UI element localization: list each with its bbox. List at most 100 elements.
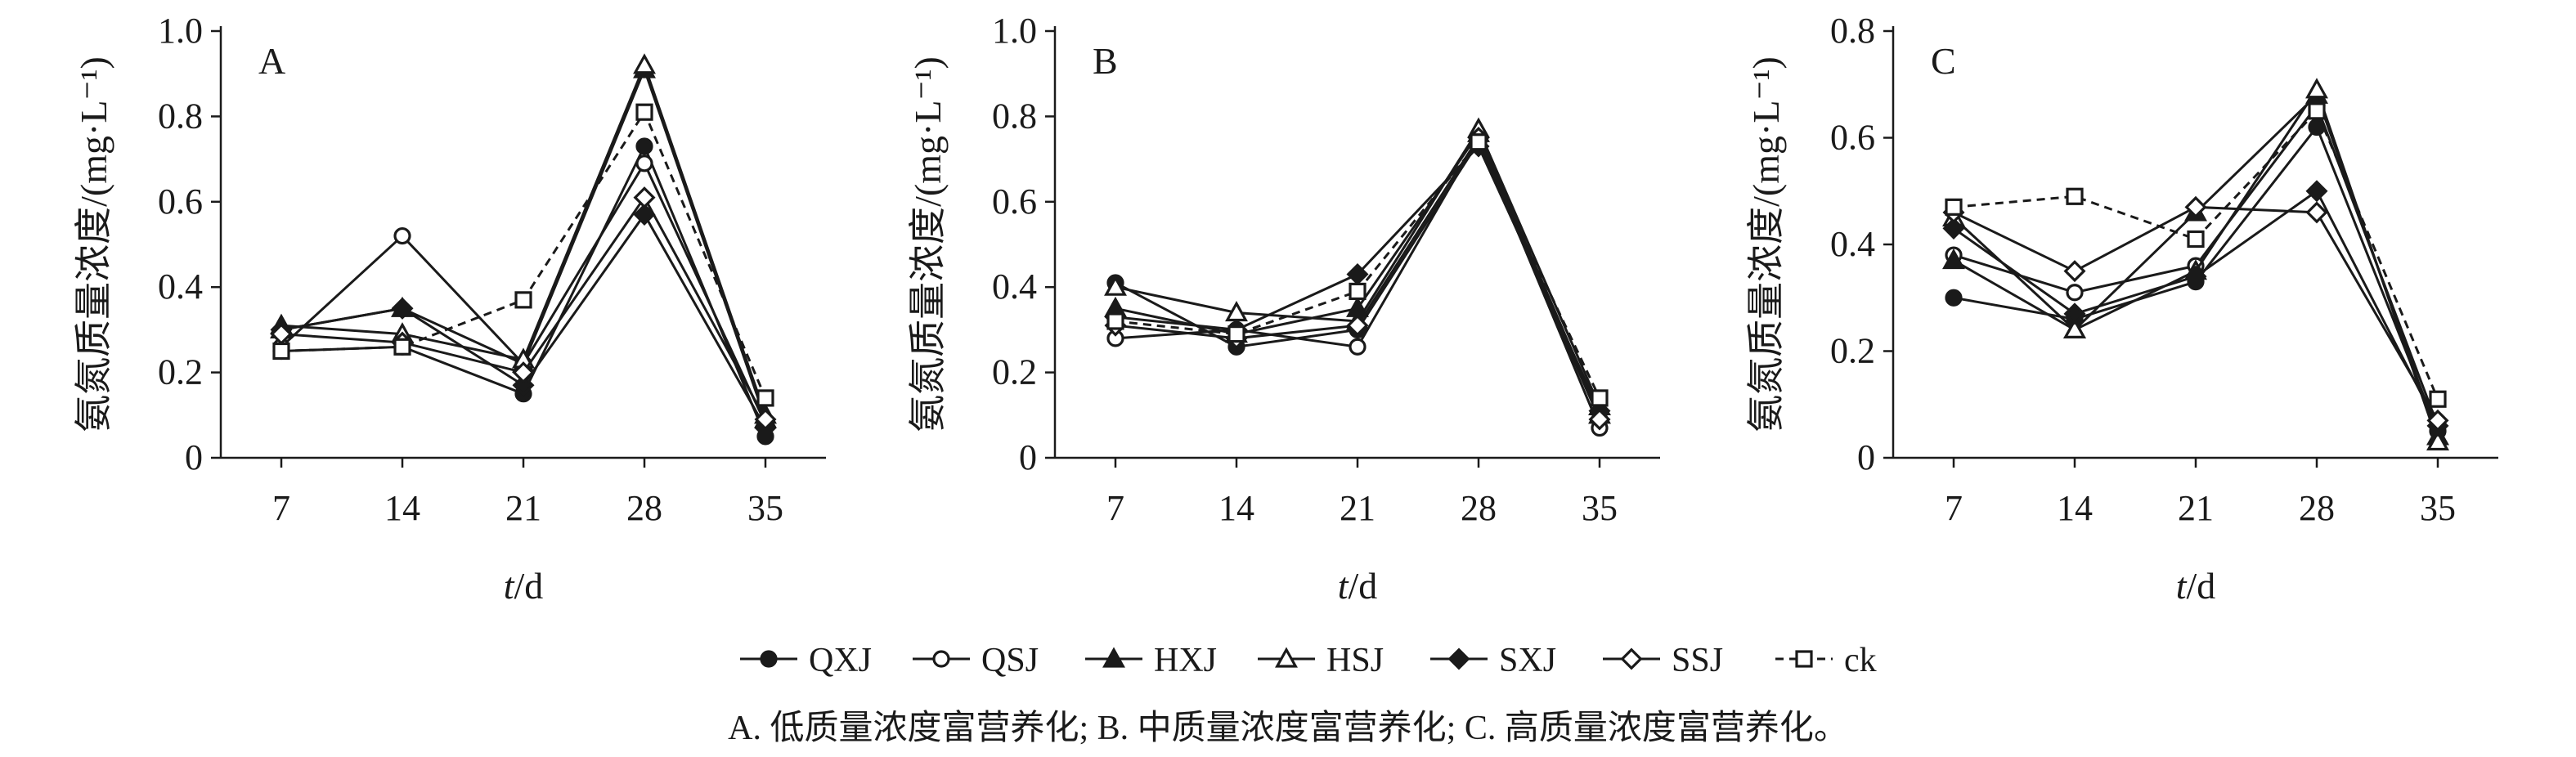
data-point-hsj [633,53,656,74]
y-tick-label: 0.8 [158,96,203,136]
data-point-qsj [1349,338,1367,356]
data-point-sxj [391,297,414,320]
x-axis-variable: t [2176,565,2188,607]
y-tick-label: 0.6 [992,181,1037,222]
y-tick-label: 1.0 [992,11,1037,51]
data-point-ck [635,103,653,121]
x-tick-label: 35 [2420,488,2456,528]
series-ck [1106,133,1609,407]
y-tick-label: 0.2 [1830,331,1875,371]
x-axis-unit: /d [1349,565,1378,607]
data-point-ck [756,389,774,407]
x-tick-label: 21 [1340,488,1376,528]
data-point-ck [514,291,532,309]
legend-item-hsj: HSJ [1258,642,1384,679]
y-tick-label: 0 [1857,437,1875,477]
data-point-ck [1227,325,1245,343]
plot-area: 0 0.2 0.4 0.6 0.8 1.0 7 14 21 28 35 A 氨氮质量浓度/(mg·L⁻¹… [73,11,2498,607]
x-axis-variable: t [504,565,515,607]
data-point-ssj [512,361,535,384]
y-tick-label: 0.4 [158,267,203,307]
data-point-qsj [393,226,411,245]
x-tick-label: 21 [2178,488,2214,528]
y-tick-label: 0.8 [1830,11,1875,51]
data-point-ck [2187,230,2205,249]
data-point-ssj [2305,201,2328,224]
legend-item-ck: ck [1775,642,1877,679]
data-point-ck [2429,390,2447,408]
y-tick-label: 0.2 [158,352,203,392]
data-point-sxj [633,203,656,226]
x-tick-label: 35 [747,488,783,528]
series-ck [1945,102,2447,408]
data-point-sxj [2305,180,2328,203]
data-point-ck [1945,198,1963,216]
legend-marker [1102,647,1125,668]
data-point-ck [1591,389,1609,407]
panel-letter: C [1931,40,1956,82]
data-point-sxj [2063,302,2086,325]
legend: QXJ QSJ HXJ HSJ SXJ SSJ ck [740,642,1877,679]
legend-marker [1795,650,1813,668]
x-tick-label: 28 [1461,488,1497,528]
data-point-hsj [2426,429,2449,451]
y-axis-title: 氨氮质量浓度/(mg·L⁻¹) [73,56,114,432]
x-tick-label: 28 [626,488,662,528]
data-point-ck [1349,282,1367,301]
x-tick-label: 7 [1106,488,1124,528]
y-tick-label: 1.0 [158,11,203,51]
x-tick-label: 21 [505,488,541,528]
x-tick-label: 7 [272,488,290,528]
panel-b: 0 0.2 0.4 0.6 0.8 1.0 7 14 21 28 35 B 氨氮质量浓度/(mg·L⁻¹… [907,11,1660,607]
data-point-ck [1470,133,1488,151]
x-axis-title: t/d [1338,565,1378,607]
data-point-ssj [754,408,777,431]
x-tick-label: 14 [1218,488,1254,528]
data-point-qxj [1945,289,1963,307]
series-line-sxj [1953,189,2439,427]
panel-letter: A [258,40,285,82]
y-tick-label: 0.6 [1830,118,1875,158]
y-tick-label: 0 [1019,437,1037,477]
y-tick-label: 0.4 [992,267,1037,307]
series-ck [272,103,774,407]
data-point-ck [2308,102,2326,120]
data-point-qxj [635,137,653,155]
x-axis-unit: /d [514,565,544,607]
legend-item-qxj: QXJ [740,642,872,679]
series-line-ck [1953,109,2439,400]
data-point-ssj [2184,195,2207,218]
legend-marker [1620,647,1643,670]
legend-marker [1275,647,1298,668]
panel-c: 0 0.2 0.4 0.6 0.8 7 14 21 28 35 C 氨氮质量浓度/(mg·L⁻¹) t/… [1745,11,2498,607]
data-point-hsj [2305,78,2328,99]
legend-marker [932,650,950,668]
data-point-sxj [2184,265,2207,288]
data-point-ssj [1588,408,1611,431]
data-point-ck [1106,312,1124,330]
data-point-qsj [635,155,653,172]
x-axis-title: t/d [2176,565,2216,607]
data-point-hsj [2063,317,2086,338]
y-tick-label: 0.8 [992,96,1037,136]
x-tick-label: 14 [384,488,420,528]
x-tick-label: 35 [1582,488,1618,528]
y-tick-label: 0.4 [1830,224,1875,264]
series-sxj [1942,180,2449,437]
panel-letter: B [1093,40,1118,82]
legend-label: SSJ [1672,642,1723,679]
x-axis-unit: /d [2187,565,2216,607]
data-point-ssj [1346,314,1369,337]
data-point-hxj [1942,249,1965,270]
y-axis-title: 氨氮质量浓度/(mg·L⁻¹) [907,56,949,432]
legend-label: QSJ [981,642,1039,679]
figure-caption: A. 低质量浓度富营养化; B. 中质量浓度富营养化; C. 高质量浓度富营养化… [728,709,1848,747]
x-axis-variable: t [1338,565,1349,607]
data-point-ssj [2063,260,2086,283]
data-point-hsj [1104,275,1127,296]
y-tick-label: 0 [185,437,203,477]
data-point-ck [272,342,290,361]
y-tick-label: 0.6 [158,181,203,222]
legend-label: SXJ [1499,642,1556,679]
data-point-ssj [633,186,656,209]
